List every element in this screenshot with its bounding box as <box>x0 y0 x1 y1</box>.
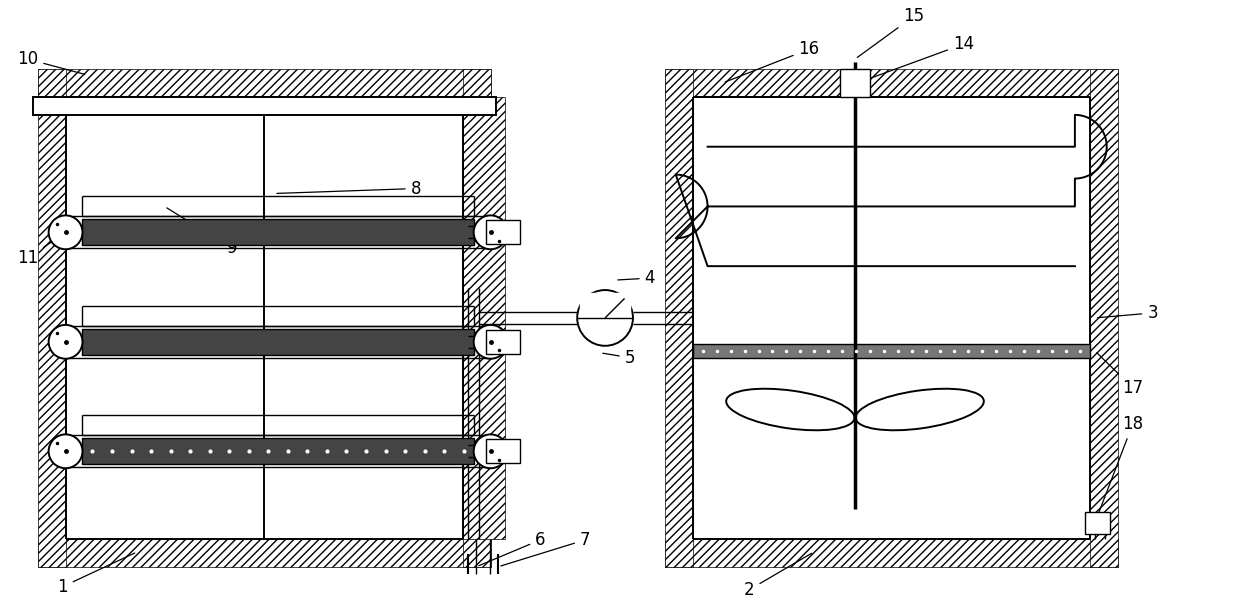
Bar <box>83 219 474 245</box>
Text: 6: 6 <box>479 531 546 566</box>
Bar <box>1085 512 1110 534</box>
Text: 3: 3 <box>1097 304 1158 322</box>
Bar <box>83 329 474 355</box>
Circle shape <box>48 215 83 249</box>
Text: 11: 11 <box>17 234 63 267</box>
Bar <box>486 220 521 244</box>
Circle shape <box>48 325 83 359</box>
Bar <box>463 97 505 539</box>
Text: 2: 2 <box>744 553 812 599</box>
Text: 8: 8 <box>277 180 422 198</box>
Bar <box>486 440 521 463</box>
Circle shape <box>577 290 632 346</box>
Bar <box>665 539 1117 567</box>
Bar <box>83 438 474 464</box>
Text: 17: 17 <box>1097 353 1143 397</box>
Bar <box>839 69 870 97</box>
Text: 14: 14 <box>863 35 973 81</box>
Bar <box>463 69 491 567</box>
Bar <box>37 69 66 567</box>
Text: 16: 16 <box>725 40 820 82</box>
Text: 15: 15 <box>857 7 924 57</box>
Bar <box>693 344 1090 358</box>
Bar <box>37 539 491 567</box>
Bar <box>32 97 496 115</box>
Ellipse shape <box>856 389 983 431</box>
Text: 10: 10 <box>17 50 84 74</box>
Text: 4: 4 <box>618 269 655 287</box>
Text: 18: 18 <box>1096 415 1143 520</box>
Circle shape <box>48 434 83 468</box>
Bar <box>486 330 521 354</box>
Bar <box>1090 69 1117 567</box>
Bar <box>693 97 1090 539</box>
Bar <box>665 69 693 567</box>
Bar <box>66 97 463 539</box>
Bar <box>665 69 1117 97</box>
Text: 9: 9 <box>167 208 237 257</box>
Circle shape <box>474 434 507 468</box>
Ellipse shape <box>727 389 854 431</box>
Bar <box>37 69 491 97</box>
Text: 1: 1 <box>57 553 135 596</box>
Circle shape <box>474 215 507 249</box>
Text: 7: 7 <box>501 531 590 566</box>
Text: 5: 5 <box>603 349 635 367</box>
Circle shape <box>474 325 507 359</box>
